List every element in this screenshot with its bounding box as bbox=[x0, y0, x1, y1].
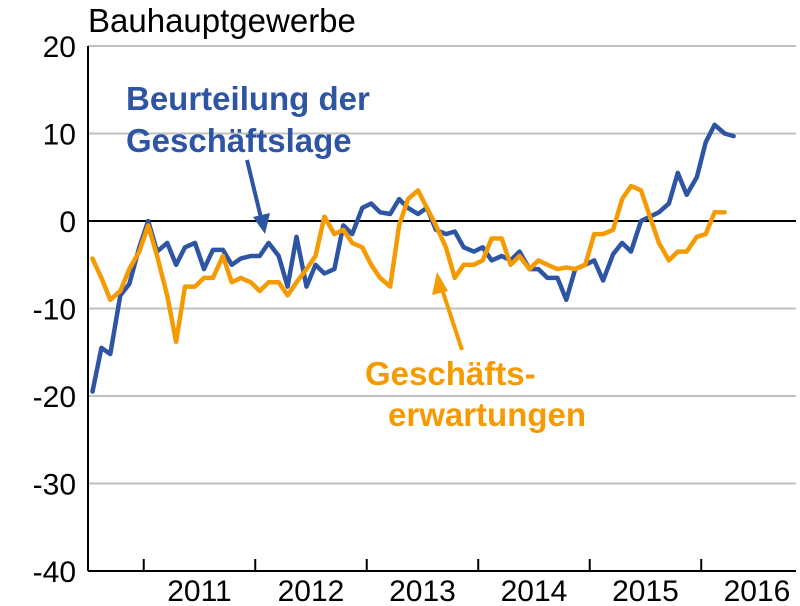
y-axis-tick-labels: 20 10 0 -10 -20 -30 -40 bbox=[33, 31, 76, 589]
annotation-blue-line2: Geschäftslage bbox=[126, 122, 352, 159]
annotation-orange-arrow-shaft bbox=[439, 285, 464, 351]
x-tick-label-0: 2011 bbox=[167, 575, 232, 606]
series-line-orange bbox=[90, 183, 727, 345]
annotation-blue-line1: Beurteilung der bbox=[126, 80, 370, 117]
annotation-blue-arrow-head bbox=[253, 213, 270, 234]
y-tick-label-2: 0 bbox=[59, 206, 76, 239]
x-tick-label-2: 2013 bbox=[389, 575, 456, 606]
y-tick-label-1: 10 bbox=[43, 119, 76, 152]
series-lines bbox=[90, 122, 736, 394]
annotation-orange-arrow-head bbox=[432, 272, 448, 295]
x-tick-label-3: 2014 bbox=[501, 575, 568, 606]
y-tick-label-6: -40 bbox=[33, 556, 76, 589]
y-tick-label-3: -10 bbox=[33, 294, 76, 327]
chart-title: Bauhauptgewerbe bbox=[88, 2, 356, 39]
x-tick-label-5: 2016 bbox=[724, 575, 791, 606]
y-tick-label-5: -30 bbox=[33, 469, 76, 502]
x-axis-tick-labels: 2011 2012 2013 2014 2015 2016 bbox=[167, 575, 790, 606]
x-tick-label-4: 2015 bbox=[612, 575, 679, 606]
x-axis-ticks bbox=[142, 559, 703, 571]
annotation-orange-line2: erwartungen bbox=[388, 396, 586, 433]
y-tick-label-4: -20 bbox=[33, 381, 76, 414]
annotation-orange-line1: Geschäfts- bbox=[365, 355, 536, 392]
annotation-blue-arrow-shaft bbox=[245, 159, 264, 223]
series-line-blue bbox=[90, 122, 736, 394]
y-tick-label-0: 20 bbox=[43, 31, 76, 64]
x-tick-label-1: 2012 bbox=[278, 575, 345, 606]
gridlines bbox=[88, 45, 796, 485]
